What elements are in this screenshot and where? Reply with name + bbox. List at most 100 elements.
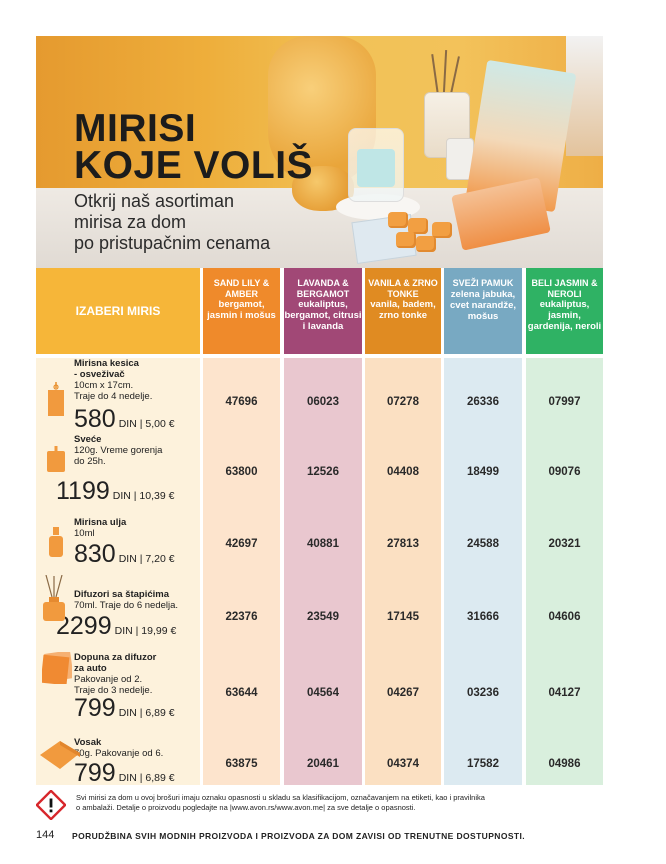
product-code: 09076 — [548, 466, 581, 478]
scent-column-header: SAND LILY & AMBER bergamot, jasmin i mošu… — [203, 268, 280, 354]
product-description: Traje do 4 nedelje. — [74, 391, 153, 402]
product-name: Difuzori sa štapićima — [74, 589, 170, 600]
product-code: 40881 — [307, 538, 339, 550]
hero-reed-stick — [450, 56, 460, 94]
product-code: 47696 — [225, 396, 258, 408]
product-description: 120g. Vreme gorenja — [74, 445, 163, 456]
scent-name: SAND LILY & AMBER — [213, 278, 270, 299]
scent-column-header: SVEŽI PAMUK zelena jabuka, cvet narandže,… — [444, 268, 522, 354]
scent-notes: eukaliptus, bergamot, citrusi i lavanda — [284, 299, 362, 332]
product-price: 799 DIN | 6,89 € — [74, 761, 175, 786]
product-code: 18499 — [467, 466, 499, 478]
hero-banner: MIRISI KOJE VOLIŠ Otkrij naš asortiman m… — [36, 36, 603, 268]
price-amount: 799 — [74, 694, 116, 722]
product-code: 23549 — [307, 611, 339, 623]
subtitle-line: mirisa za dom — [74, 212, 187, 232]
product-name: Dopuna za difuzor — [74, 652, 157, 663]
sachet-icon — [46, 382, 66, 421]
select-scent-label: IZABERI MIRIS — [75, 304, 161, 318]
page-title: MIRISI KOJE VOLIŠ — [74, 107, 314, 187]
product-code: 17145 — [387, 611, 419, 623]
scent-notes: zelena jabuka, cvet narandže, mošus — [450, 288, 516, 322]
page-number: 144 — [36, 829, 55, 841]
product-row: Dopuna za difuzor za auto Pakovanje od 2. T… — [36, 650, 200, 721]
price-amount: 2299 — [56, 612, 112, 640]
hero-wax-cube — [408, 218, 428, 234]
scent-notes: vanila, badem, zrno tonke — [370, 299, 436, 321]
product-row: Vosak 70g. Pakovanje od 6. 799 DIN | 6,89 € — [36, 735, 200, 805]
product-code: 04267 — [387, 687, 419, 699]
price-currency: DIN | 19,99 € — [114, 625, 177, 637]
wax-melt-icon — [38, 737, 82, 776]
product-code: 17582 — [467, 758, 499, 770]
price-amount: 830 — [74, 540, 116, 568]
hero-candle-jar — [348, 128, 404, 202]
product-name: - osveživač — [74, 369, 125, 380]
scent-notes: eukaliptus, jasmin, gardenija, neroli — [527, 299, 602, 332]
availability-notice: PORUDŽBINA SVIH MODNIH PROIZVODA I PROIZ… — [72, 831, 526, 841]
scent-name: LAVANDA & BERGAMOT — [296, 278, 350, 299]
product-column — [36, 358, 200, 785]
scent-notes: bergamot, jasmin i mošus — [207, 299, 276, 321]
product-name: za auto — [74, 663, 107, 674]
hero-reed-stick — [431, 54, 439, 94]
page-subtitle: Otkrij naš asortiman mirisa za dom po pr… — [74, 191, 270, 254]
scent-column — [365, 358, 441, 785]
product-description: 10ml — [74, 528, 95, 539]
price-currency: DIN | 5,00 € — [118, 418, 175, 430]
product-price: 1199 DIN | 10,39 € — [56, 479, 174, 504]
product-code: 04374 — [387, 758, 419, 770]
product-code: 04606 — [548, 611, 581, 623]
hazard-warning-icon — [36, 790, 66, 820]
scent-name: BELI JASMIN & NEROLI — [531, 278, 598, 299]
product-code: 63800 — [225, 466, 258, 478]
price-currency: DIN | 10,39 € — [112, 490, 175, 502]
product-code: 24588 — [467, 538, 499, 550]
scent-column-header: VANILA & ZRNO TONKE vanila, badem, zrno t… — [365, 268, 441, 354]
product-code: 12526 — [307, 466, 339, 478]
product-code: 63875 — [225, 758, 258, 770]
scent-name: VANILA & ZRNO TONKE — [368, 278, 438, 299]
oil-bottle-icon — [48, 527, 64, 562]
product-price: 799 DIN | 6,89 € — [74, 696, 175, 721]
product-row: Mirisna ulja 10ml 830 DIN | 7,20 € — [36, 514, 200, 584]
product-description: 70g. Pakovanje od 6. — [74, 748, 164, 759]
product-description: Pakovanje od 2. — [74, 674, 143, 685]
product-code: 06023 — [307, 396, 339, 408]
price-amount: 580 — [74, 405, 116, 433]
diffuser-icon — [40, 574, 68, 626]
product-price: 2299 DIN | 19,99 € — [56, 614, 176, 639]
product-code: 04127 — [548, 687, 581, 699]
scent-column-header: BELI JASMIN & NEROLI eukaliptus, jasmin, … — [526, 268, 603, 354]
product-code: 27813 — [387, 538, 419, 550]
product-code: 04564 — [307, 687, 339, 699]
warning-line: o ambalaži. Detalje o proizvodu pogledaj… — [76, 803, 416, 812]
product-code: 22376 — [225, 611, 258, 623]
title-line: MIRISI — [74, 107, 197, 150]
price-amount: 1199 — [56, 477, 110, 505]
product-row: Sveće 120g. Vreme gorenja do 25h. 1199 DIN |… — [36, 434, 200, 504]
product-code: 04986 — [548, 758, 581, 770]
product-code: 63644 — [225, 687, 258, 699]
product-description: 70ml. Traje do 6 nedelja. — [74, 600, 179, 611]
scent-column — [526, 358, 603, 785]
hero-wax-cube — [432, 222, 452, 238]
product-row: Mirisna kesica - osveživač 10cm x 17cm. Tra… — [36, 358, 200, 432]
car-refill-icon — [40, 650, 74, 689]
price-currency: DIN | 7,20 € — [118, 553, 175, 565]
hero-wax-cube — [416, 236, 436, 252]
title-line: KOJE VOLIŠ — [74, 144, 314, 187]
product-price: 830 DIN | 7,20 € — [74, 542, 175, 567]
subtitle-line: Otkrij naš asortiman — [74, 191, 235, 211]
product-code: 42697 — [225, 538, 258, 550]
product-name: Mirisna ulja — [74, 517, 127, 528]
product-price: 580 DIN | 5,00 € — [74, 407, 175, 432]
price-currency: DIN | 6,89 € — [118, 772, 175, 784]
scent-column — [284, 358, 362, 785]
price-amount: 799 — [74, 759, 116, 787]
hero-wax-cube — [388, 212, 408, 228]
scent-column — [203, 358, 280, 785]
warning-line: Svi mirisi za dom u ovoj brošuri imaju o… — [76, 793, 485, 802]
price-currency: DIN | 6,89 € — [118, 707, 175, 719]
product-name: Sveće — [74, 434, 102, 445]
